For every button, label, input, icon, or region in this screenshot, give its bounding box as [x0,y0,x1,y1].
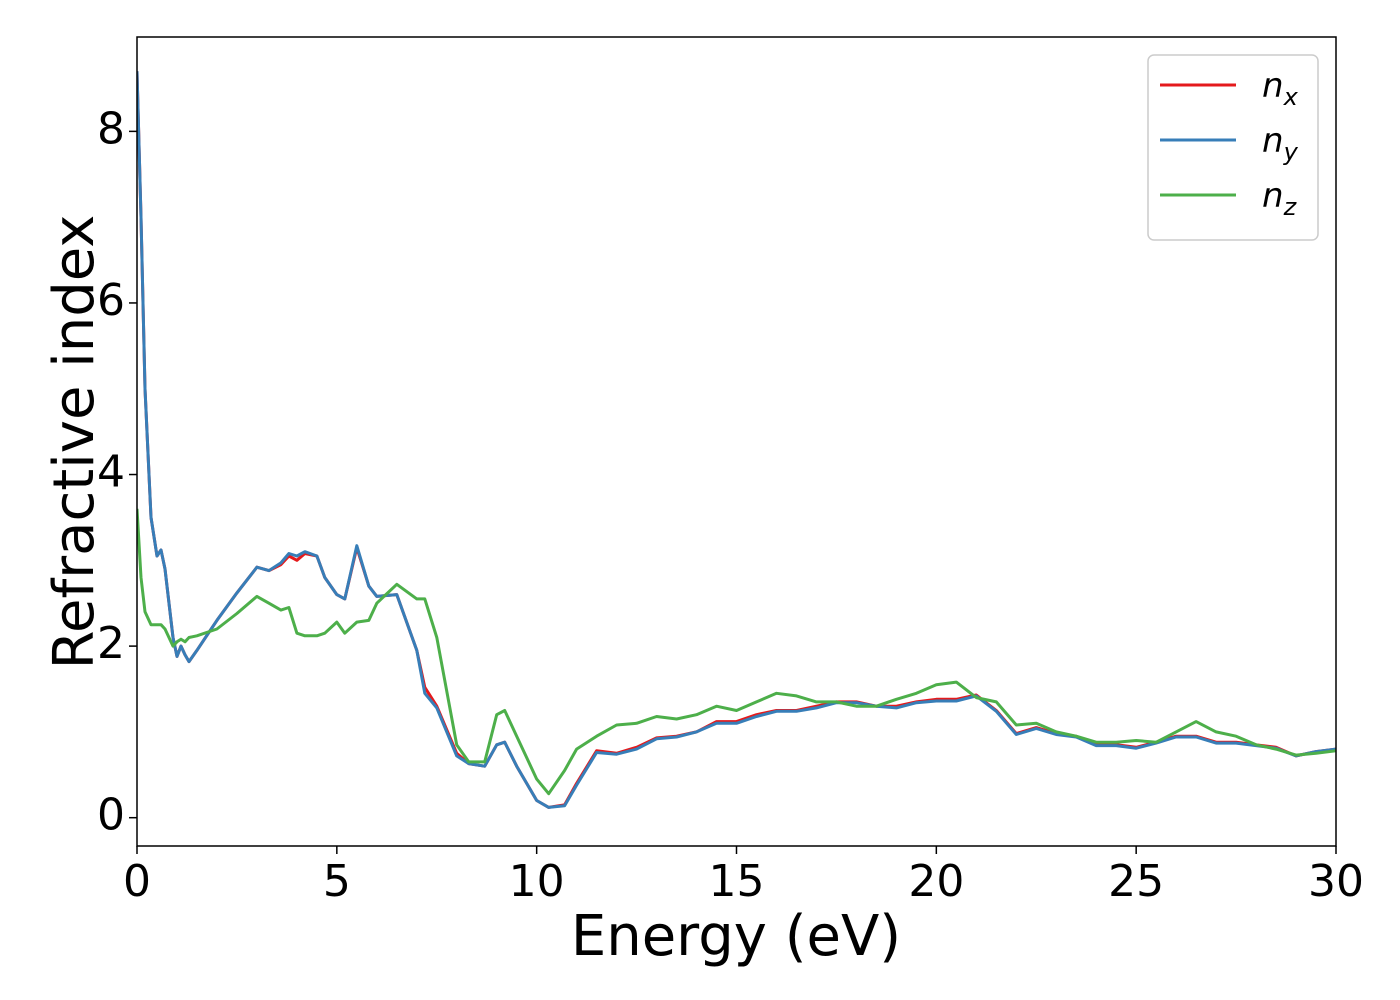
x-axis-label: Energy (eV) [571,904,901,969]
x-tick-label: 15 [709,856,765,907]
y-axis-label: Refractive index [42,215,107,670]
legend-label: ny [1262,121,1299,166]
x-tick-label: 25 [1108,856,1164,907]
legend-label: nz [1262,176,1298,221]
y-tick-label: 4 [97,447,125,498]
y-tick-label: 8 [97,103,125,154]
x-tick-label: 30 [1308,856,1364,907]
y-tick-label: 0 [97,790,125,841]
x-tick-label: 20 [908,856,964,907]
x-tick-label: 5 [323,856,351,907]
y-tick-label: 2 [97,618,125,669]
x-tick-label: 0 [123,856,151,907]
y-tick-label: 6 [97,275,125,326]
plot-frame [136,36,1337,847]
legend-label: nx [1262,66,1299,111]
x-tick-label: 10 [509,856,565,907]
data-line [137,508,1336,796]
